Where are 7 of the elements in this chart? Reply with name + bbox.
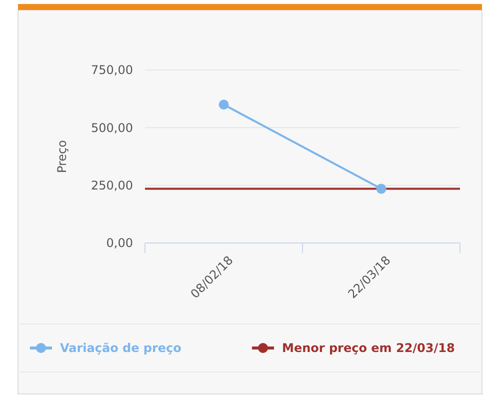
y-tick-label: 0,00 xyxy=(106,236,133,250)
y-tick-label: 250,00 xyxy=(91,178,133,193)
legend-label: Variação de preço xyxy=(60,341,182,356)
y-axis-title: Preço xyxy=(55,140,69,174)
y-tick-label: 500,00 xyxy=(91,120,133,135)
legend-label: Menor preço em 22/03/18 xyxy=(282,341,455,356)
y-tick-label: 750,00 xyxy=(91,63,133,78)
